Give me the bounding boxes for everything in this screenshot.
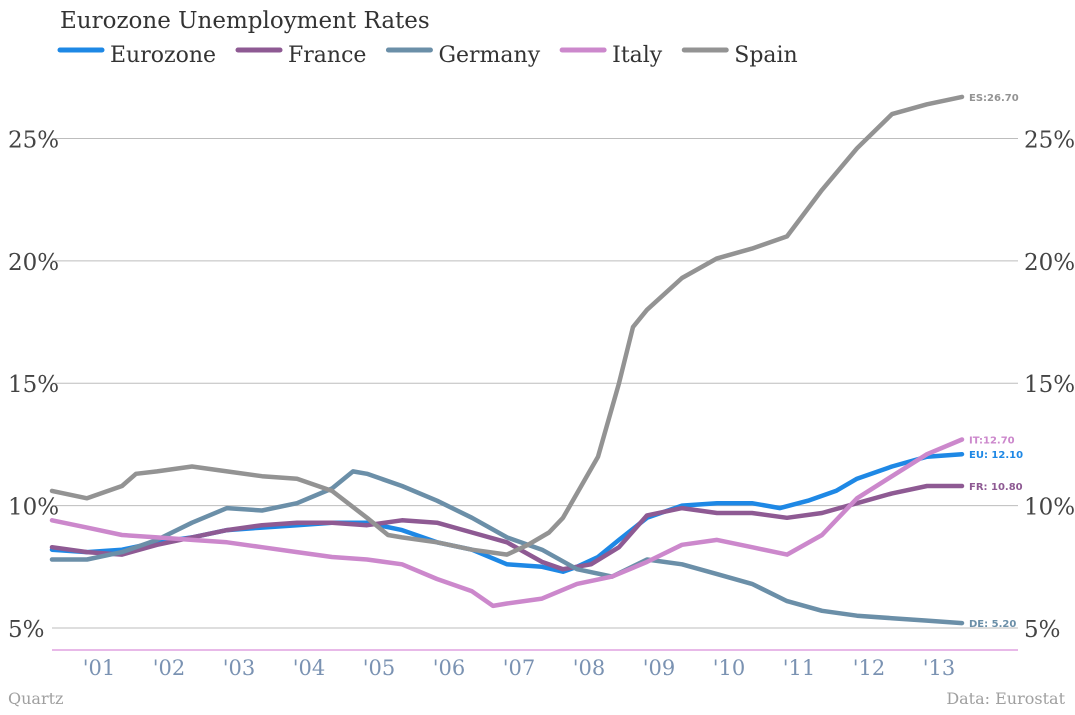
y-axis-left: 5% 10% 15% 20% 25% bbox=[8, 128, 59, 643]
y-tick-label-left: 15% bbox=[8, 372, 59, 398]
y-tick-label-right: 5% bbox=[1024, 617, 1061, 643]
x-tick-label: '08 bbox=[573, 656, 606, 680]
series-line-italy bbox=[49, 437, 965, 609]
end-label-italy: IT:12.70 bbox=[969, 436, 1015, 447]
x-tick-label: '05 bbox=[363, 656, 396, 680]
y-tick-label-left: 5% bbox=[8, 617, 45, 643]
y-tick-label-left: 25% bbox=[8, 128, 59, 154]
x-tick-label: '10 bbox=[713, 656, 746, 680]
x-tick-label: '13 bbox=[923, 656, 956, 680]
y-tick-label-right: 20% bbox=[1024, 250, 1075, 276]
y-tick-label-right: 10% bbox=[1024, 495, 1075, 521]
y-tick-label-left: 10% bbox=[8, 495, 59, 521]
x-tick-label: '09 bbox=[643, 656, 676, 680]
x-tick-label: '11 bbox=[783, 656, 816, 680]
series-group bbox=[49, 94, 965, 626]
credit-label: Quartz bbox=[8, 689, 63, 708]
end-label-germany: DE: 5.20 bbox=[969, 619, 1016, 630]
x-axis: '01 '02 '03 '04 '05 '06 '07 '08 '09 '10 '11 '12 '13 bbox=[83, 656, 956, 680]
end-label-spain: ES:26.70 bbox=[969, 93, 1019, 104]
y-tick-label-right: 15% bbox=[1024, 372, 1075, 398]
x-tick-label: '06 bbox=[433, 656, 466, 680]
legend-label-france: France bbox=[288, 43, 366, 68]
series-line-germany bbox=[49, 469, 965, 626]
legend-label-germany: Germany bbox=[438, 43, 540, 68]
x-tick-label: '12 bbox=[853, 656, 886, 680]
y-axis-right: 5% 10% 15% 20% 25% bbox=[1024, 128, 1075, 643]
source-label: Data: Eurostat bbox=[946, 689, 1065, 708]
gridlines bbox=[52, 138, 1018, 629]
end-label-eurozone: EU: 12.10 bbox=[969, 450, 1023, 461]
chart-title: Eurozone Unemployment Rates bbox=[60, 8, 430, 34]
x-tick-label: '02 bbox=[153, 656, 186, 680]
legend-label-spain: Spain bbox=[734, 43, 797, 68]
legend: Eurozone France Germany Italy Spain bbox=[57, 43, 798, 68]
x-tick-label: '03 bbox=[223, 656, 256, 680]
series-line-spain bbox=[49, 94, 965, 557]
legend-label-eurozone: Eurozone bbox=[110, 43, 216, 68]
x-tick-label: '04 bbox=[293, 656, 326, 680]
x-tick-label: '07 bbox=[503, 656, 536, 680]
y-tick-label-left: 20% bbox=[8, 250, 59, 276]
legend-label-italy: Italy bbox=[612, 43, 663, 68]
x-tick-label: '01 bbox=[83, 656, 116, 680]
series-line-france bbox=[49, 483, 965, 572]
end-labels: EU: 12.10 FR: 10.80 DE: 5.20 IT:12.70 ES:26.… bbox=[969, 93, 1023, 630]
end-label-france: FR: 10.80 bbox=[969, 482, 1023, 493]
y-tick-label-right: 25% bbox=[1024, 128, 1075, 154]
